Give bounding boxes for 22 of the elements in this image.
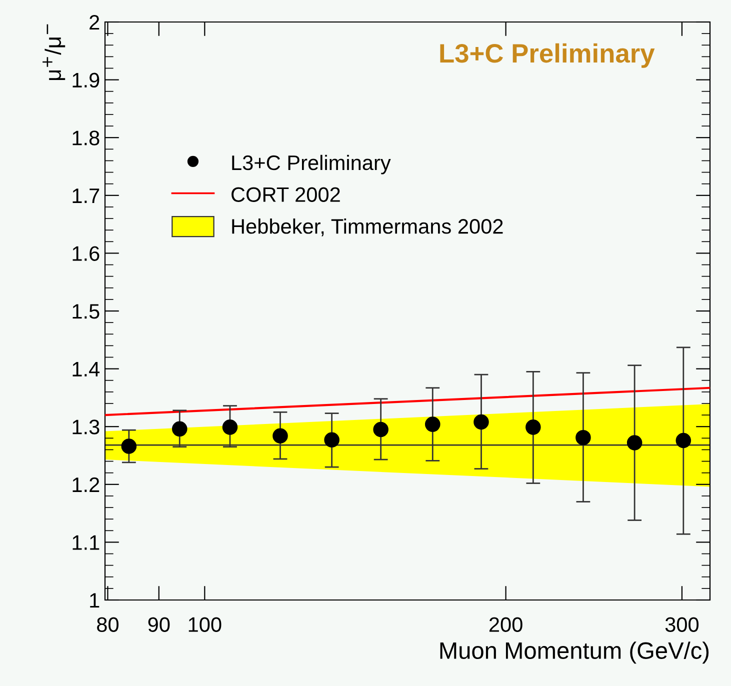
y-tick-label: 1.5 [72,304,100,319]
x-tick-label: 300 [665,617,699,632]
x-tick-label: 90 [148,617,170,632]
y-tick-label: 1.3 [72,420,100,434]
legend-label: L3+C Preliminary [232,154,391,174]
y-tick-label: 1 [90,593,100,608]
y-axis-title: μ$^{+}$/μ$^{−}$ [42,24,66,80]
y-tick-label: 2 [90,15,100,30]
y-tick-label: 1.4 [72,362,100,376]
x-tick-label: 80 [97,617,118,632]
y-tick-label: 1.6 [72,246,100,261]
x-axis-title: Muon Momentum (GeV/c) [440,642,709,664]
y-tick-label: 1.2 [72,477,100,492]
y-tick-label: 1.9 [72,72,100,88]
annotation: L3+C Preliminary [440,43,655,68]
legend-label: Hebbeker, Timmermans 2002 [232,218,503,236]
legend-label: CORT 2002 [232,187,340,202]
x-tick-label: 200 [489,617,522,632]
y-tick-label: 1.8 [72,130,100,146]
y-tick-label: 1.1 [72,535,100,550]
y-tick-label: 1.7 [72,188,100,203]
x-tick-label: 100 [188,617,222,632]
